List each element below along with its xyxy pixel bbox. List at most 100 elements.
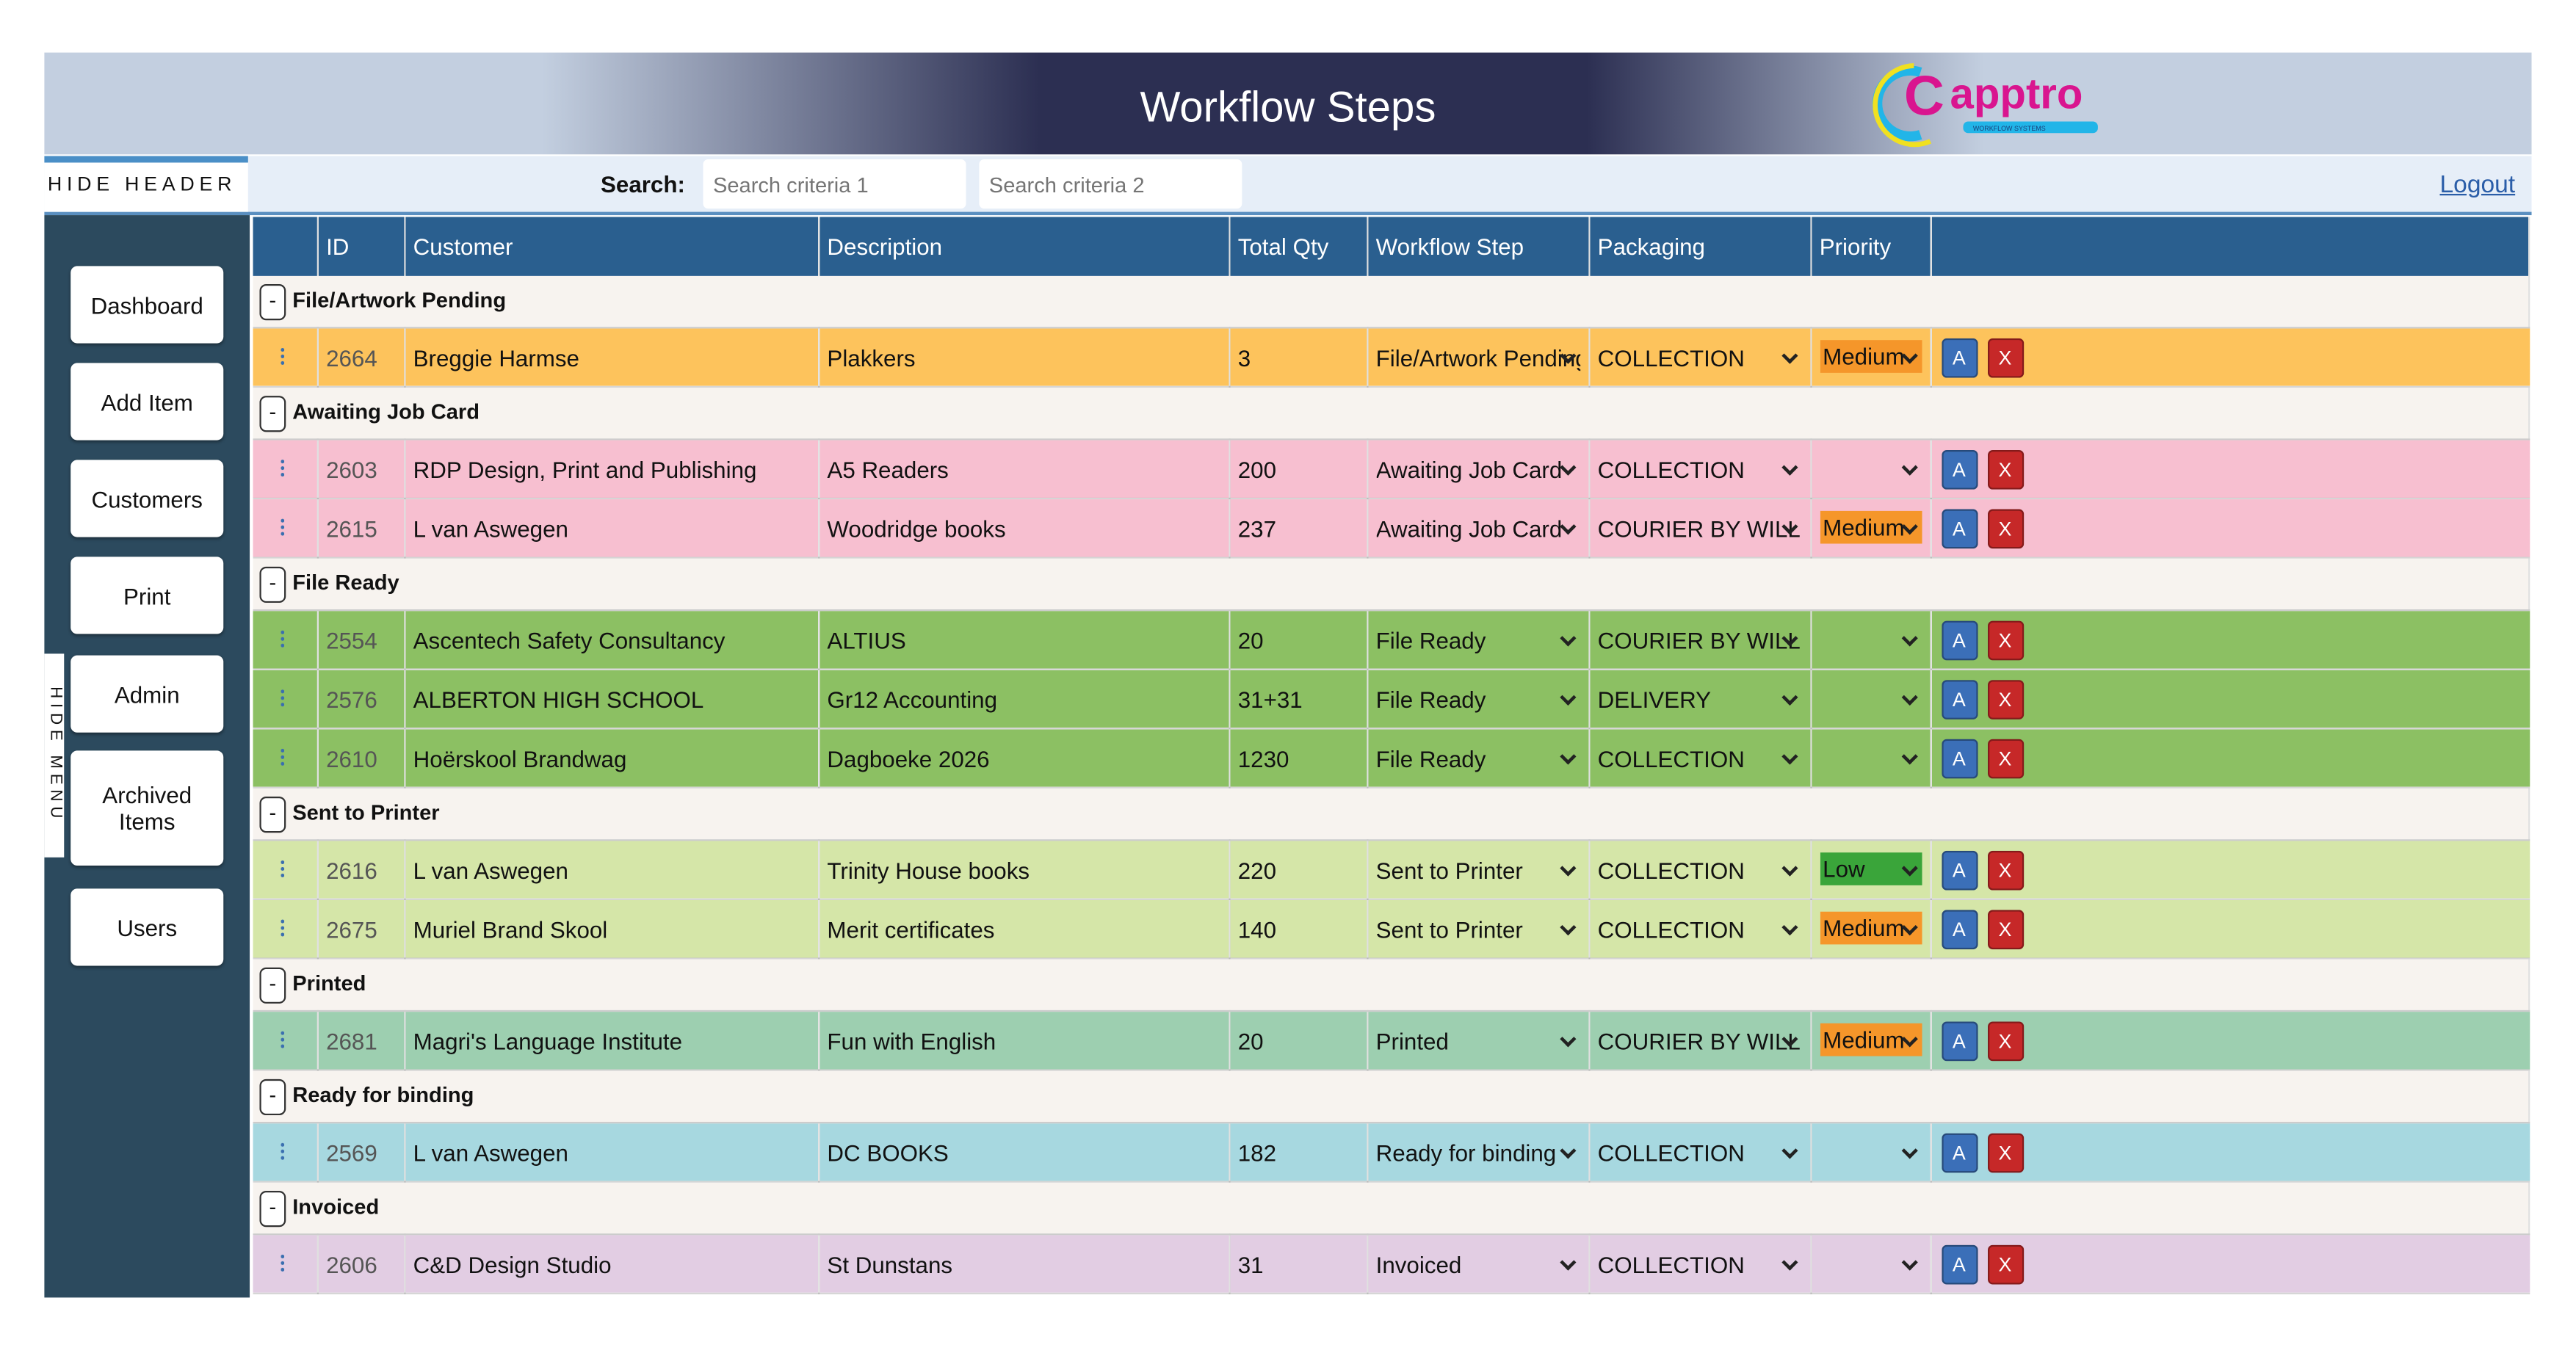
packaging-select[interactable]: COURIER BY WILLIAMS [1597,626,1801,653]
workflow-select[interactable]: File/Artwork Pending [1375,344,1580,371]
customer-cell: Breggie Harmse [404,327,820,388]
priority-value: Medium [1819,510,1922,543]
menu-button[interactable]: Archived Items [70,750,224,866]
workflow-select[interactable]: Printed [1376,1027,1580,1054]
delete-button[interactable]: X [1986,738,2024,778]
packaging-select[interactable]: COLLECTION [1598,745,1801,772]
logout-link[interactable]: Logout [2439,170,2516,199]
drag-handle[interactable] [281,628,285,648]
priority-select[interactable]: Low [1819,851,1922,888]
collapse-toggle[interactable]: - [259,1189,286,1227]
priority-select[interactable] [1820,1246,1922,1282]
edit-button[interactable]: A [1941,909,1978,949]
drag-handle[interactable] [281,1140,285,1161]
workflow-select[interactable]: File Ready [1376,745,1580,772]
drag-handle[interactable] [281,1029,285,1049]
packaging-select[interactable]: COLLECTION [1598,1139,1801,1165]
workflow-select[interactable]: File Ready [1376,626,1580,653]
packaging-select[interactable]: COLLECTION [1598,916,1801,942]
workflow-select[interactable]: Awaiting Job Card [1376,515,1580,541]
id-cell: 2606 [316,1234,405,1294]
collapse-toggle[interactable]: - [259,795,286,833]
hide-menu-button[interactable]: HIDE MENU [44,653,65,858]
menu-button[interactable]: Users [70,888,224,966]
priority-select[interactable]: Medium [1819,338,1922,375]
packaging-cell: COURIER BY WILLIAMS [1588,1010,1812,1071]
priority-select[interactable] [1820,622,1922,658]
customer-cell: Muriel Brand Skool [404,899,820,960]
column-header: ID [316,217,405,276]
edit-button[interactable]: A [1941,508,1978,548]
packaging-select[interactable]: COLLECTION [1598,857,1801,883]
delete-button[interactable]: X [1986,1020,2024,1061]
collapse-toggle[interactable]: - [259,283,286,320]
edit-button[interactable]: A [1941,337,1978,377]
packaging-select[interactable]: COURIER BY WILLIAMS [1597,1027,1801,1054]
workflow-table: ID Customer Description Total Qty Workflow S… [253,217,2530,1294]
workflow-select[interactable]: File Ready [1376,686,1580,712]
collapse-toggle[interactable]: - [259,395,286,432]
menu-button[interactable]: Admin [70,655,224,733]
drag-handle[interactable] [281,917,285,938]
delete-button[interactable]: X [1986,508,2024,548]
search-input[interactable] [979,159,1242,209]
priority-select[interactable] [1820,740,1922,776]
packaging-select[interactable]: DELIVERY [1598,686,1801,712]
drag-handle[interactable] [281,687,285,708]
packaging-cell: COURIER BY WILLIAMS [1588,610,1812,670]
priority-select[interactable]: Medium [1819,910,1922,947]
edit-button[interactable]: A [1941,738,1978,778]
collapse-toggle[interactable]: - [259,565,286,602]
edit-button[interactable]: A [1941,849,1978,890]
priority-select[interactable]: Medium [1819,1022,1922,1059]
collapse-toggle[interactable]: - [259,966,286,1003]
menu-button[interactable]: Dashboard [70,266,224,344]
delete-button[interactable]: X [1986,1132,2024,1172]
edit-button[interactable]: A [1941,1132,1978,1172]
column-header: Priority [1810,217,1931,276]
edit-button[interactable]: A [1941,1020,1978,1061]
workflow-select[interactable]: Sent to Printer [1376,857,1580,883]
drag-handle[interactable] [281,1252,285,1272]
item-row: 2610 Hoërskool Brandwag Dagboeke 2026 1230 F… [253,728,2530,788]
packaging-select[interactable]: COURIER BY WILLIAMS [1597,515,1801,542]
handle-cell [253,728,318,788]
item-row: 2664 Breggie Harmse Plakkers 3 File/Artwork … [253,327,2530,388]
menu-button[interactable]: Customers [70,460,224,537]
priority-select[interactable]: Medium [1819,510,1922,546]
menu-button[interactable]: Add Item [70,363,224,441]
workflow-select[interactable]: Ready for binding [1376,1139,1580,1165]
packaging-cell: DELIVERY [1588,669,1812,730]
customer-cell: Hoërskool Brandwag [404,728,820,788]
packaging-select[interactable]: COLLECTION [1598,344,1801,371]
edit-button[interactable]: A [1941,1244,1978,1284]
drag-handle[interactable] [281,516,285,537]
drag-handle[interactable] [281,457,285,477]
workflow-select[interactable]: Invoiced [1376,1251,1580,1277]
delete-button[interactable]: X [1986,1244,2024,1284]
delete-button[interactable]: X [1986,620,2024,660]
drag-handle[interactable] [281,858,285,878]
edit-button[interactable]: A [1941,679,1978,719]
delete-button[interactable]: X [1986,849,2024,890]
menu-button[interactable]: Print [70,557,224,634]
drag-handle[interactable] [281,345,285,366]
edit-button[interactable]: A [1941,449,1978,489]
drag-handle[interactable] [281,746,285,766]
packaging-select[interactable]: COLLECTION [1598,456,1801,482]
search-input[interactable] [703,159,966,209]
delete-button[interactable]: X [1986,679,2024,719]
customer-cell: Magri's Language Institute [404,1010,820,1071]
hide-header-button[interactable]: HIDE HEADER [44,156,248,212]
delete-button[interactable]: X [1986,449,2024,489]
packaging-select[interactable]: COLLECTION [1598,1251,1801,1277]
collapse-toggle[interactable]: - [259,1078,286,1114]
priority-select[interactable] [1820,1134,1922,1170]
delete-button[interactable]: X [1986,909,2024,949]
workflow-select[interactable]: Sent to Printer [1376,916,1580,942]
workflow-select[interactable]: Awaiting Job Card [1376,456,1580,482]
delete-button[interactable]: X [1986,337,2024,377]
priority-select[interactable] [1820,451,1922,487]
edit-button[interactable]: A [1941,620,1978,660]
priority-select[interactable] [1820,681,1922,717]
